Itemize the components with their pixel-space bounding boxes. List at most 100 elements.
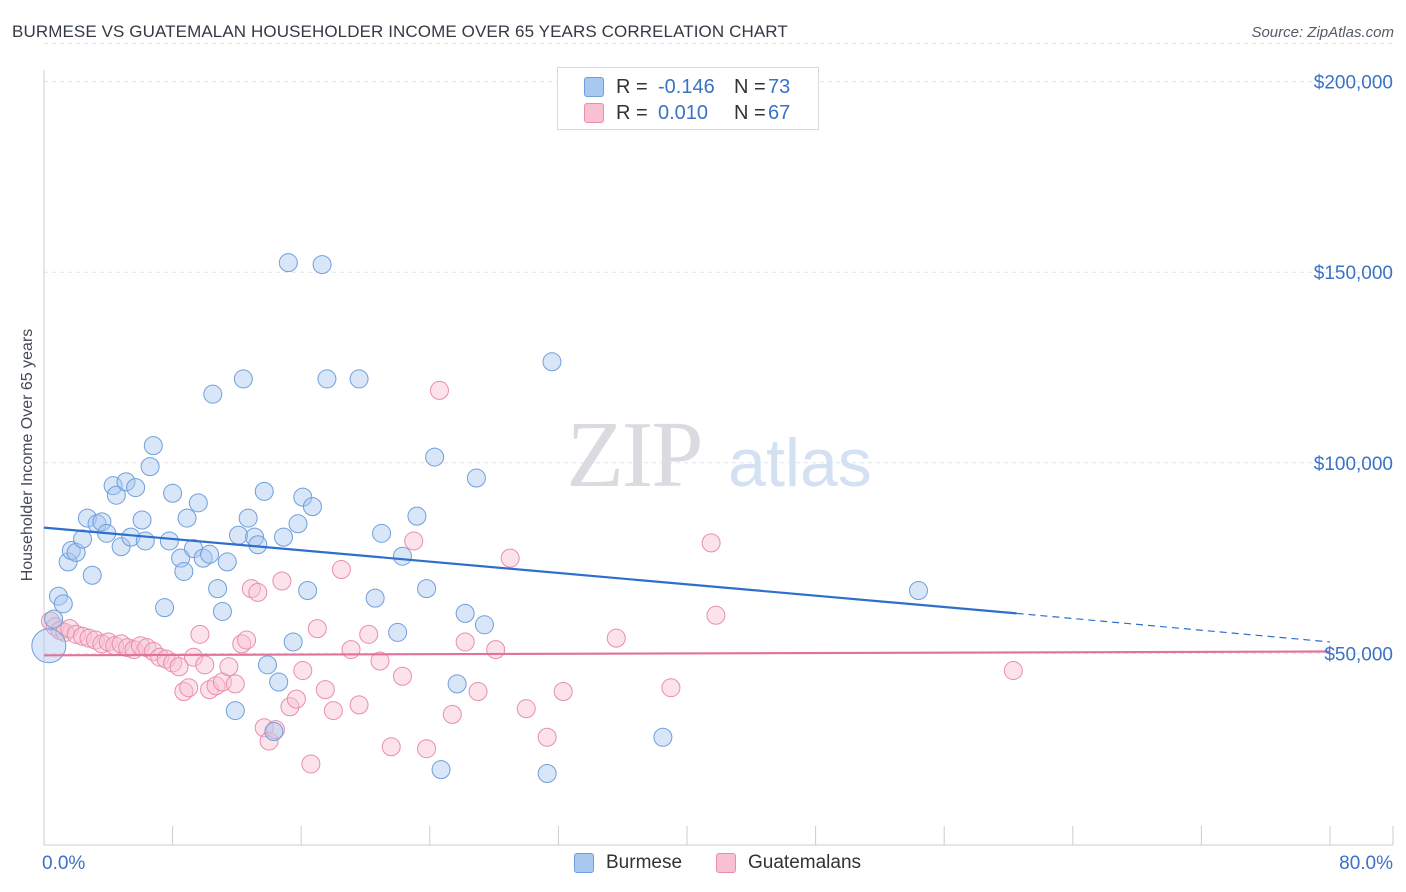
burmese-point bbox=[159, 531, 179, 551]
guatemalans-point bbox=[370, 651, 390, 671]
y-tick-label: $50,000 bbox=[1324, 644, 1393, 665]
guatemalans-point bbox=[315, 680, 335, 700]
burmese-point bbox=[293, 487, 313, 507]
guatemalans-point bbox=[606, 628, 626, 648]
burmese-point bbox=[92, 512, 112, 532]
correlation-legend: R = -0.146 N = 73 R = 0.010 N = 67 bbox=[557, 67, 819, 130]
legend-r-value: 0.010 bbox=[658, 101, 709, 124]
burmese-point bbox=[140, 457, 160, 477]
burmese-point bbox=[425, 447, 445, 467]
legend-n-label: N = bbox=[734, 75, 766, 98]
burmese-point bbox=[288, 514, 308, 534]
guatemalans-point bbox=[486, 640, 506, 660]
burmese-trend-extension bbox=[1016, 612, 1331, 643]
guatemalans-point bbox=[190, 624, 210, 644]
legend-swatch-burmese bbox=[584, 77, 604, 97]
burmese-point bbox=[233, 369, 253, 389]
guatemalans-point bbox=[516, 699, 536, 719]
burmese-point bbox=[257, 655, 277, 675]
burmese-point bbox=[77, 508, 97, 528]
x-tick-label-min: 0.0% bbox=[42, 853, 85, 874]
burmese-point bbox=[248, 535, 268, 555]
burmese-point bbox=[392, 546, 412, 566]
guatemalans-point bbox=[225, 674, 245, 694]
guatemalans-point bbox=[219, 657, 239, 677]
guatemalans-point bbox=[66, 624, 86, 644]
burmese-point bbox=[254, 481, 274, 501]
guatemalans-point bbox=[248, 582, 268, 602]
legend-n-value: 73 bbox=[768, 75, 791, 98]
burmese-point bbox=[431, 760, 451, 780]
burmese-point bbox=[229, 525, 249, 545]
burmese-point bbox=[542, 352, 562, 372]
guatemalans-point bbox=[293, 661, 313, 681]
burmese-point bbox=[31, 628, 67, 664]
burmese-point bbox=[217, 552, 237, 572]
gridlines bbox=[44, 42, 1393, 654]
guatemalans-point bbox=[661, 678, 681, 698]
burmese-point bbox=[143, 436, 163, 456]
burmese-point bbox=[417, 579, 437, 599]
legend-r-label: R = bbox=[616, 101, 648, 124]
guatemalans-point bbox=[500, 548, 520, 568]
burmese-point bbox=[365, 588, 385, 608]
burmese-point bbox=[274, 527, 294, 547]
guatemalans-point bbox=[195, 655, 215, 675]
burmese-point bbox=[298, 581, 318, 601]
burmese-point bbox=[177, 508, 197, 528]
guatemalans-point bbox=[183, 647, 203, 667]
legend-swatch-guatemalans bbox=[716, 853, 736, 873]
burmese-point bbox=[212, 601, 232, 621]
guatemalans-point bbox=[79, 628, 99, 648]
burmese-point bbox=[283, 632, 303, 652]
guatemalans-point bbox=[429, 380, 449, 400]
legend-r-value: -0.146 bbox=[658, 75, 715, 98]
burmese-point bbox=[264, 722, 284, 742]
guatemalans-point bbox=[442, 704, 462, 724]
watermark-zip: ZIP bbox=[567, 403, 702, 507]
burmese-point bbox=[455, 603, 475, 623]
guatemalans-point bbox=[150, 647, 170, 667]
guatemalans-point bbox=[73, 626, 93, 646]
guatemalans-point bbox=[286, 689, 306, 709]
burmese-point bbox=[126, 478, 146, 498]
legend-n-label: N = bbox=[734, 101, 766, 124]
burmese-point bbox=[372, 523, 392, 543]
y-tick-label: $100,000 bbox=[1314, 454, 1393, 475]
guatemalans-point bbox=[341, 640, 361, 660]
guatemalans-point bbox=[331, 560, 351, 580]
legend-swatch-guatemalans bbox=[584, 103, 604, 123]
burmese-point bbox=[53, 594, 73, 614]
guatemalans-point bbox=[706, 605, 726, 625]
burmese-point bbox=[135, 531, 155, 551]
burmese-point bbox=[908, 581, 928, 601]
burmese-point bbox=[44, 609, 64, 629]
burmese-point bbox=[269, 672, 289, 692]
guatemalans-points bbox=[40, 380, 1023, 774]
guatemalans-point bbox=[179, 678, 199, 698]
burmese-point bbox=[111, 537, 131, 557]
legend-row-guatemalans: R = 0.010 N = 67 bbox=[584, 101, 790, 125]
legend-n-value: 67 bbox=[768, 101, 791, 124]
burmese-point bbox=[203, 384, 223, 404]
legend-item-burmese: Burmese bbox=[574, 852, 682, 874]
burmese-points bbox=[31, 253, 928, 783]
guatemalans-point bbox=[468, 682, 488, 702]
guatemalans-point bbox=[553, 682, 573, 702]
burmese-point bbox=[188, 493, 208, 513]
guatemalans-point bbox=[272, 571, 292, 591]
burmese-trend-line bbox=[43, 526, 1017, 615]
burmese-point bbox=[312, 255, 332, 275]
watermark-atlas: atlas bbox=[728, 425, 872, 501]
tick-labels: $50,000 $100,000 $150,000 $200,000 0.0% 80.0% bbox=[42, 73, 1393, 874]
guatemalans-point bbox=[301, 754, 321, 774]
y-tick-label: $150,000 bbox=[1314, 263, 1393, 284]
guatemalans-point bbox=[417, 739, 437, 759]
guatemalans-point bbox=[381, 737, 401, 757]
legend-label-guatemalans: Guatemalans bbox=[748, 852, 862, 873]
guatemalans-point bbox=[169, 657, 189, 677]
burmese-point bbox=[82, 565, 102, 585]
x-tick-label-max: 80.0% bbox=[1339, 853, 1393, 874]
burmese-point bbox=[447, 674, 467, 694]
trend-lines bbox=[43, 526, 1331, 657]
